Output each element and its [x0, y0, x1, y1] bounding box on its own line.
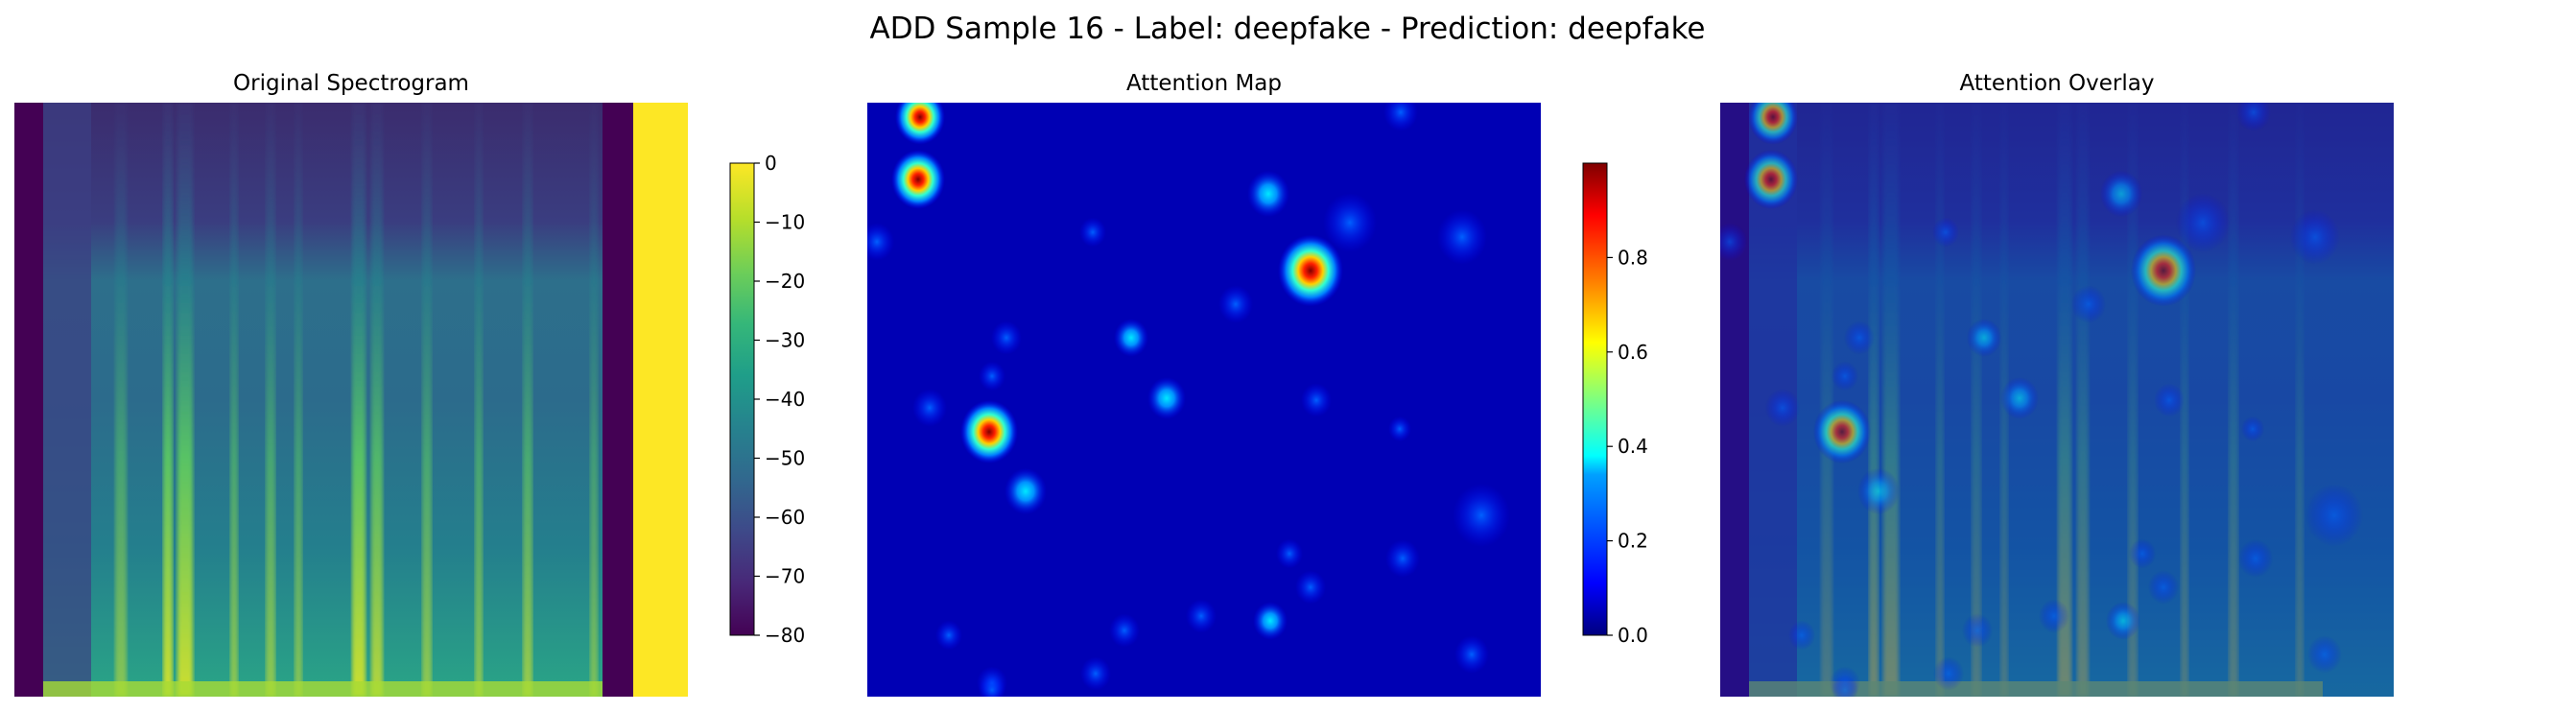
cbar1-tick-label: −80	[765, 624, 805, 647]
cbar2-tick-label: 0.6	[1618, 341, 1648, 364]
cbar1-tick-label: −40	[765, 388, 805, 411]
cbar1-tick-label: 0	[765, 152, 777, 175]
colorbar-spectrogram: 0 −10 −20 −30 −40 −50 −60 −70 −80	[729, 152, 805, 647]
panel2-title: Attention Map	[1126, 71, 1282, 96]
cbar1-tick-label: −70	[765, 565, 805, 588]
panel-original-spectrogram: Original Spectrogram	[14, 71, 688, 697]
spectrogram-image	[14, 103, 688, 697]
panel1-title: Original Spectrogram	[233, 71, 469, 96]
attention-image	[867, 103, 1541, 697]
figure-suptitle: ADD Sample 16 - Label: deepfake - Predic…	[869, 12, 1705, 46]
colorbar-attention: 0.0 0.2 0.4 0.6 0.8	[1582, 162, 1648, 647]
cbar1-tick-label: −50	[765, 447, 805, 470]
panel3-title: Attention Overlay	[1960, 71, 2155, 96]
cbar2-tick-label: 0.8	[1618, 246, 1648, 269]
overlay-image	[1720, 103, 2394, 697]
cbar1-tick-label: −20	[765, 270, 805, 293]
cbar2-tick-label: 0.0	[1618, 624, 1648, 647]
panel-attention-map: Attention Map	[867, 71, 1541, 697]
cbar2-tick-label: 0.4	[1618, 435, 1648, 458]
cbar1-tick-label: −10	[765, 211, 805, 234]
panel-attention-overlay: Attention Overlay	[1720, 71, 2394, 697]
cbar1-tick-label: −30	[765, 329, 805, 352]
cbar2-tick-label: 0.2	[1618, 530, 1648, 553]
cbar1-tick-label: −60	[765, 506, 805, 529]
